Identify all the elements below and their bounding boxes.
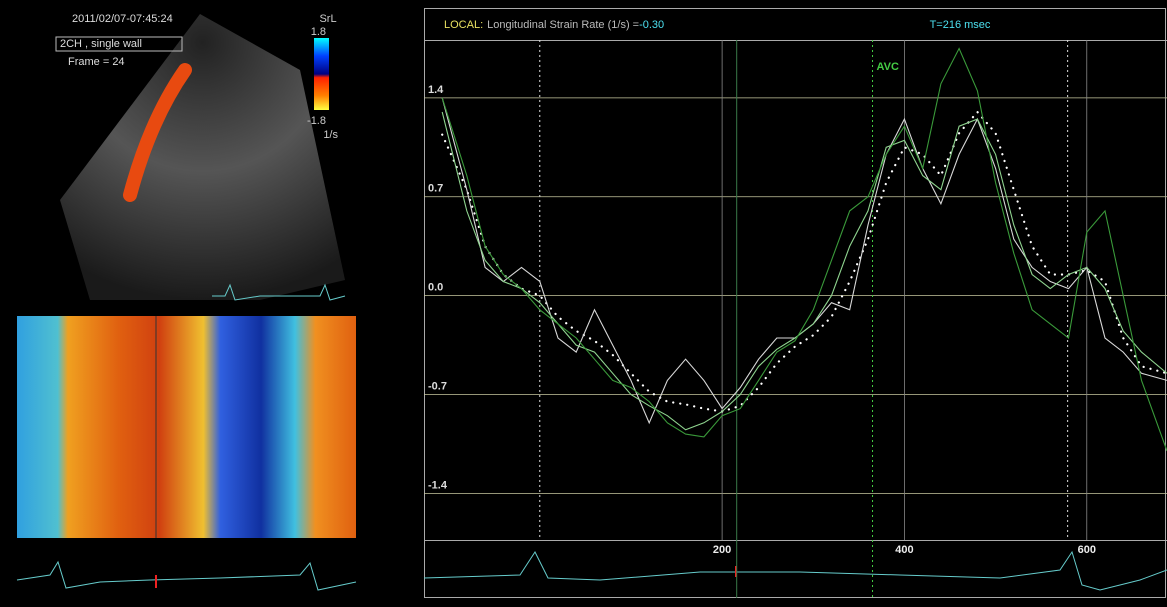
mode: LOCAL: — [444, 19, 483, 31]
measure-value: -0.30 — [639, 19, 664, 31]
measure: Longitudinal Strain Rate (1/s) = — [487, 19, 639, 31]
timestamp: 2011/02/07-07:45:24 — [72, 13, 173, 25]
colorbar-max: 1.8 — [311, 26, 326, 38]
view-label: 2CH , single wall — [60, 38, 142, 50]
colorbar-title: SrL — [319, 13, 336, 25]
chart-header: LOCAL: Longitudinal Strain Rate (1/s) =-0… — [444, 19, 664, 31]
colorbar-unit: 1/s — [323, 129, 338, 141]
ecg-left — [17, 562, 356, 590]
ecg-trace — [424, 552, 1167, 590]
frame-label: Frame = 24 — [68, 56, 125, 68]
screen: 2011/02/07-07:45:24 2CH , single wall Fr… — [0, 0, 1167, 607]
y-tick-label: -1.4 — [428, 479, 448, 491]
x-tick-label: 600 — [1078, 544, 1096, 556]
x-tick-label: 200 — [713, 544, 731, 556]
avc-label: AVC — [877, 61, 899, 73]
y-tick-label: 0.7 — [428, 183, 443, 195]
series-line — [442, 112, 1167, 412]
series-line — [442, 49, 1167, 452]
color-m-mode — [17, 316, 356, 538]
series-line — [442, 98, 1167, 423]
chart-frame — [425, 9, 1166, 598]
colorbar-min: -1.8 — [307, 115, 326, 127]
time-label: T=216 msec — [930, 19, 991, 31]
y-tick-label: -0.7 — [428, 380, 447, 392]
y-tick-label: 0.0 — [428, 282, 443, 294]
colorbar — [314, 38, 329, 110]
x-tick-label: 400 — [895, 544, 913, 556]
y-tick-label: 1.4 — [428, 84, 444, 96]
series-line — [442, 112, 1167, 430]
